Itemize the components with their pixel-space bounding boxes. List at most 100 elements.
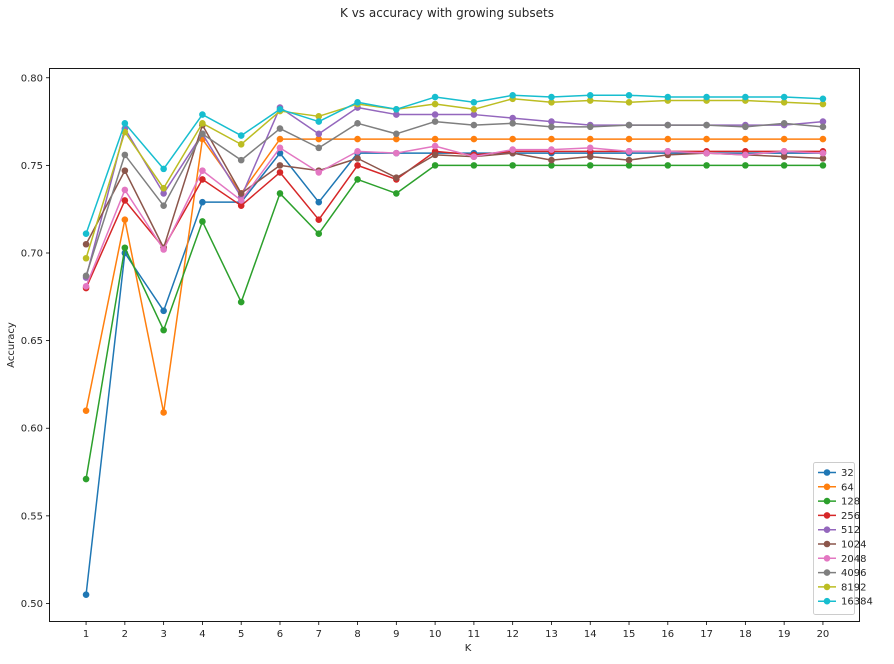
- data-point-32: [82, 591, 90, 599]
- data-point-2048: [315, 169, 323, 176]
- legend-marker: [823, 469, 831, 476]
- data-point-256: [315, 216, 323, 224]
- series-32: [82, 149, 827, 599]
- y-tick-label: 0.75: [21, 161, 43, 172]
- data-point-8192: [82, 254, 90, 262]
- data-point-4096: [819, 123, 827, 131]
- legend-label: 8192: [841, 582, 866, 593]
- data-point-8192: [470, 106, 478, 113]
- data-point-64: [82, 407, 90, 415]
- data-point-64: [548, 135, 555, 143]
- y-tick-label: 0.80: [21, 73, 43, 84]
- data-point-2048: [548, 146, 555, 153]
- series-64: [82, 135, 827, 416]
- data-point-2048: [819, 149, 827, 157]
- legend-marker: [823, 497, 831, 505]
- legend-marker: [823, 583, 831, 591]
- data-point-512: [431, 111, 439, 118]
- data-point-4096: [431, 118, 439, 125]
- data-point-8192: [237, 141, 245, 148]
- data-point-4096: [276, 125, 284, 132]
- legend: 32 64 128 256 512 1024 2048 4096 8192 16384: [813, 462, 873, 615]
- data-point-1024: [586, 153, 594, 160]
- data-point-1024: [431, 151, 439, 159]
- data-point-2048: [509, 146, 516, 153]
- data-point-1024: [780, 153, 788, 160]
- data-point-2048: [625, 148, 633, 155]
- data-point-128: [354, 176, 361, 183]
- data-point-16384: [625, 91, 633, 99]
- data-point-32: [160, 307, 167, 315]
- data-point-2048: [586, 144, 594, 152]
- legend-item-8192: 8192: [818, 582, 866, 593]
- data-point-128: [819, 162, 827, 169]
- x-axis: 1 2 3 4 5 6 7 8 9 10 11 12 13 14 15 16 17 18 19 20: [83, 621, 829, 640]
- legend-label: 512: [841, 525, 860, 536]
- data-point-32: [276, 149, 284, 157]
- data-point-16384: [470, 98, 478, 106]
- data-point-8192: [625, 98, 633, 106]
- data-point-64: [703, 135, 710, 143]
- data-point-256: [354, 162, 361, 169]
- data-point-8192: [199, 120, 206, 127]
- legend-item-128: 128: [818, 497, 860, 508]
- plot-frame: [49, 68, 860, 622]
- x-tick-label: 15: [623, 629, 636, 640]
- data-point-2048: [160, 246, 167, 253]
- data-point-2048: [237, 197, 245, 204]
- data-point-16384: [354, 98, 361, 106]
- y-axis-label: Accuracy: [6, 322, 17, 368]
- data-point-16384: [509, 91, 516, 99]
- legend-item-32: 32: [818, 468, 854, 479]
- series-4096: [82, 118, 827, 280]
- data-point-4096: [354, 120, 361, 127]
- data-point-2048: [121, 186, 129, 194]
- data-point-512: [548, 118, 555, 125]
- data-point-128: [625, 162, 633, 169]
- legend-marker: [823, 526, 831, 533]
- legend-label: 4096: [841, 568, 866, 579]
- data-point-256: [199, 176, 206, 183]
- data-point-8192: [819, 100, 827, 108]
- data-point-64: [780, 135, 788, 143]
- data-point-8192: [160, 184, 167, 192]
- data-point-1024: [276, 162, 284, 169]
- data-point-128: [586, 162, 594, 169]
- data-point-16384: [121, 120, 129, 127]
- data-point-16384: [586, 91, 594, 99]
- data-point-2048: [82, 282, 90, 290]
- x-tick-label: 6: [277, 629, 283, 640]
- data-point-8192: [548, 98, 555, 106]
- data-point-64: [664, 135, 672, 143]
- y-tick-label: 0.65: [21, 336, 43, 347]
- data-point-32: [199, 198, 206, 206]
- data-point-64: [509, 135, 516, 143]
- series-line-64: [85, 138, 823, 414]
- data-point-512: [160, 190, 167, 197]
- data-point-2048: [354, 148, 361, 155]
- data-point-512: [509, 114, 516, 122]
- data-point-16384: [315, 118, 323, 125]
- x-tick-label: 11: [468, 629, 481, 640]
- data-point-4096: [470, 121, 478, 129]
- data-point-2048: [470, 153, 478, 160]
- data-point-8192: [121, 128, 129, 136]
- x-tick-label: 2: [122, 629, 128, 640]
- data-point-16384: [703, 93, 710, 101]
- data-point-16384: [431, 93, 439, 101]
- data-point-64: [276, 135, 284, 143]
- y-tick-label: 0.55: [21, 511, 43, 522]
- legend-item-16384: 16384: [818, 597, 873, 608]
- data-point-2048: [276, 144, 284, 152]
- data-point-64: [160, 409, 167, 416]
- data-point-128: [121, 244, 129, 252]
- series-group: [82, 91, 827, 599]
- data-point-1024: [393, 174, 400, 181]
- data-point-64: [586, 135, 594, 143]
- data-point-64: [121, 216, 129, 224]
- y-axis: 0.50 0.55 0.60 0.65 0.70 0.75 0.80: [21, 73, 50, 610]
- x-tick-label: 16: [661, 629, 674, 640]
- data-point-4096: [82, 272, 90, 280]
- data-point-1024: [819, 155, 827, 162]
